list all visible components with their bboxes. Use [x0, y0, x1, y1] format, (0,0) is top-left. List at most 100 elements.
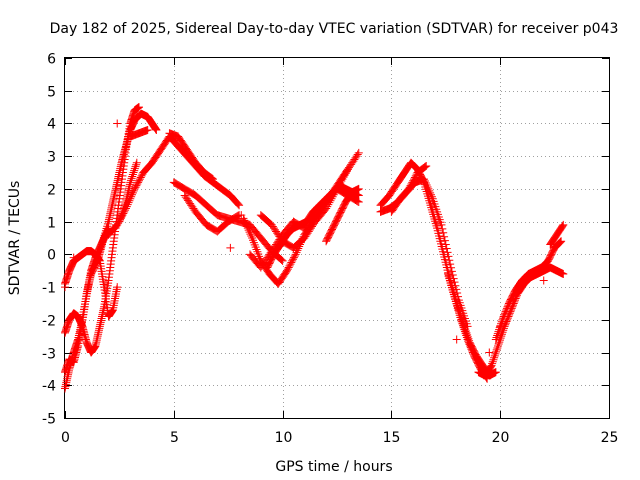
- data-point: [409, 176, 418, 185]
- data-point: [61, 283, 69, 292]
- data-point: [427, 192, 436, 201]
- data-point: [493, 343, 502, 352]
- data-point: [132, 158, 141, 167]
- data-point: [289, 253, 298, 262]
- data-point: [292, 248, 301, 257]
- data-point: [115, 217, 124, 226]
- data-point: [489, 355, 498, 364]
- data-point: [278, 256, 287, 265]
- data-point: [460, 325, 469, 334]
- data-point: [226, 243, 235, 252]
- data-point: [439, 228, 448, 237]
- data-point: [420, 177, 429, 186]
- data-point: [501, 319, 510, 328]
- plot-frame: [64, 57, 610, 419]
- data-point: [132, 181, 141, 190]
- data-point: [136, 173, 145, 182]
- data-point: [117, 211, 126, 220]
- data-point: [460, 327, 469, 336]
- data-point: [244, 226, 253, 235]
- data-point: [143, 126, 152, 134]
- data-point: [118, 207, 127, 216]
- data-point: [129, 168, 138, 177]
- data-point: [462, 333, 471, 342]
- x-axis-label: GPS time / hours: [275, 459, 392, 475]
- data-point: [134, 178, 143, 187]
- data-point: [463, 322, 472, 331]
- data-point: [500, 310, 509, 319]
- data-point: [410, 173, 419, 182]
- data-point: [448, 270, 457, 279]
- data-point: [491, 349, 500, 358]
- data-point: [502, 304, 511, 313]
- data-point: [485, 348, 494, 357]
- data-point: [133, 180, 142, 188]
- data-point: [242, 222, 251, 231]
- grid-lines: [65, 58, 609, 418]
- data-point: [427, 190, 436, 199]
- data-point: [233, 211, 242, 220]
- x-tick-label: 15: [383, 430, 401, 446]
- data-point: [558, 221, 567, 230]
- data-point: [233, 199, 242, 208]
- data-point: [235, 201, 244, 210]
- data-point: [283, 265, 292, 274]
- data-point: [287, 258, 296, 267]
- y-tick-label: -2: [42, 314, 56, 330]
- data-point: [405, 183, 414, 192]
- data-point: [354, 148, 363, 157]
- data-point: [130, 184, 139, 193]
- data-point: [462, 331, 471, 340]
- data-point: [282, 266, 291, 275]
- data-point: [500, 309, 509, 318]
- data-point: [422, 180, 431, 189]
- data-point: [410, 175, 419, 184]
- data-point: [284, 263, 293, 272]
- data-point: [113, 283, 122, 292]
- data-point: [253, 247, 262, 256]
- data-point: [128, 188, 137, 197]
- data-point: [457, 315, 466, 324]
- data-point: [499, 314, 508, 323]
- data-point: [134, 103, 143, 112]
- data-point: [492, 333, 501, 342]
- data-point: [494, 340, 503, 349]
- data-point: [502, 306, 511, 314]
- data-points: [61, 103, 568, 393]
- data-point: [126, 178, 135, 187]
- data-point: [128, 172, 137, 181]
- data-point: [488, 359, 497, 368]
- data-point: [131, 162, 140, 171]
- data-point: [494, 342, 503, 350]
- y-tick-label: 2: [47, 183, 56, 199]
- data-point: [137, 171, 146, 180]
- data-point: [252, 245, 261, 254]
- data-point: [556, 237, 565, 246]
- data-point: [446, 260, 455, 269]
- data-point: [557, 237, 566, 246]
- data-point: [424, 184, 433, 193]
- data-point: [421, 179, 430, 188]
- data-point: [126, 176, 135, 185]
- data-point: [443, 248, 452, 257]
- y-tick-label: 0: [47, 248, 56, 264]
- y-tick-label: -3: [42, 347, 56, 363]
- data-point: [425, 186, 434, 195]
- data-point: [121, 199, 130, 208]
- data-point: [353, 150, 362, 159]
- x-tick-label: 0: [61, 430, 70, 446]
- data-point: [119, 205, 128, 214]
- data-point: [406, 181, 415, 190]
- data-point: [208, 174, 217, 183]
- data-point: [291, 250, 300, 259]
- data-point: [408, 178, 417, 187]
- data-point: [116, 213, 125, 222]
- data-point: [555, 239, 564, 248]
- x-tick-label: 25: [601, 430, 619, 446]
- data-point: [555, 238, 564, 247]
- data-point: [237, 211, 246, 220]
- data-point: [118, 209, 127, 218]
- data-point: [132, 160, 141, 169]
- data-point: [285, 261, 294, 270]
- y-tick-label: 6: [47, 52, 56, 68]
